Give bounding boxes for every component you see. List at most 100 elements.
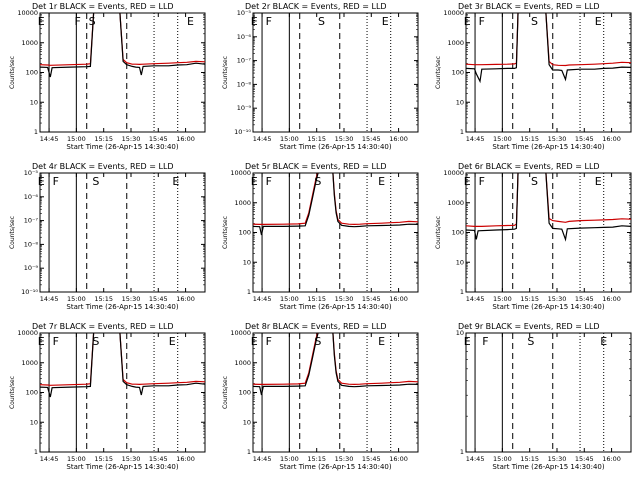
x-tick-label: 15:00 bbox=[67, 455, 86, 463]
y-tick-label: 1 bbox=[460, 448, 464, 456]
flag-marker: E bbox=[251, 335, 258, 348]
y-tick-label: 10⁻⁷ bbox=[24, 217, 39, 225]
x-tick-label: 15:45 bbox=[362, 135, 381, 143]
plot-area bbox=[466, 173, 631, 292]
x-tick-label: 15:15 bbox=[94, 295, 113, 303]
y-tick-label: 10⁻⁶ bbox=[237, 33, 252, 41]
x-tick-label: 15:15 bbox=[520, 295, 539, 303]
y-tick-label: 10 bbox=[456, 329, 464, 337]
plot-area bbox=[253, 333, 418, 452]
flag-marker: E bbox=[169, 335, 176, 348]
x-axis-label: Start Time (26-Apr-15 14:30:40) bbox=[492, 143, 604, 151]
x-tick-label: 14:45 bbox=[253, 455, 272, 463]
flag-marker: S bbox=[314, 175, 321, 188]
flag-marker: F bbox=[479, 15, 485, 28]
series-line-lld bbox=[466, 173, 631, 227]
x-tick-label: 15:15 bbox=[520, 455, 539, 463]
x-tick-label: 15:45 bbox=[362, 455, 381, 463]
x-tick-label: 14:45 bbox=[253, 295, 272, 303]
x-tick-label: 15:15 bbox=[307, 135, 326, 143]
x-tick-label: 15:15 bbox=[307, 295, 326, 303]
x-tick-label: 16:00 bbox=[602, 455, 621, 463]
chart-title: Det 9r BLACK = Events, RED = LLD bbox=[458, 322, 600, 331]
chart-panel-5: Det 5r BLACK = Events, RED = LLD 1 10 100 10… bbox=[222, 162, 419, 311]
x-tick-label: 15:30 bbox=[548, 135, 567, 143]
flag-marker: E bbox=[38, 335, 45, 348]
series-line-events bbox=[253, 333, 418, 396]
chart-panel-3: Det 3r BLACK = Events, RED = LLD 1 10 100 10… bbox=[435, 2, 632, 151]
chart-panel-4: Det 4r BLACK = Events, RED = LLD 10⁻¹⁰ 10⁻… bbox=[9, 162, 206, 311]
flag-marker: F bbox=[479, 175, 485, 188]
x-tick-label: 15:00 bbox=[67, 135, 86, 143]
x-tick-label: 14:45 bbox=[253, 135, 272, 143]
x-tick-label: 16:00 bbox=[389, 295, 408, 303]
chart-panel-6: Det 6r BLACK = Events, RED = LLD 1 10 100 10… bbox=[435, 162, 632, 311]
flag-marker: E bbox=[172, 175, 179, 188]
flag-marker: F bbox=[266, 335, 272, 348]
plot-area bbox=[40, 13, 205, 132]
y-tick-label: 1000 bbox=[234, 199, 251, 207]
flag-marker: S bbox=[318, 15, 325, 28]
y-tick-label: 10⁻¹⁰ bbox=[234, 128, 251, 136]
flag-marker: S bbox=[531, 15, 538, 28]
plot-area bbox=[474, 333, 605, 452]
y-tick-label: 1 bbox=[460, 288, 464, 296]
plot-frame bbox=[252, 172, 419, 293]
x-tick-label: 15:00 bbox=[280, 295, 299, 303]
x-axis-label: Start Time (26-Apr-15 14:30:40) bbox=[492, 463, 604, 471]
y-tick-label: 10000 bbox=[443, 169, 464, 177]
plot-area bbox=[40, 333, 205, 452]
chart-panel-8: Det 8r BLACK = Events, RED = LLD 1 10 100 10… bbox=[222, 322, 419, 471]
y-tick-label: 10⁻⁶ bbox=[24, 193, 39, 201]
y-tick-label: 10 bbox=[243, 418, 251, 426]
chart-panel-7: Det 7r BLACK = Events, RED = LLD 1 10 100 10… bbox=[9, 322, 206, 471]
chart-title: Det 4r BLACK = Events, RED = LLD bbox=[32, 162, 174, 171]
plot-frame bbox=[39, 172, 206, 293]
x-axis-label: Start Time (26-Apr-15 14:30:40) bbox=[492, 303, 604, 311]
x-tick-label: 15:15 bbox=[307, 455, 326, 463]
flag-marker: F bbox=[482, 335, 488, 348]
plot-area bbox=[261, 13, 392, 132]
x-tick-label: 15:45 bbox=[362, 295, 381, 303]
flag-marker: E bbox=[464, 335, 471, 348]
plot-area bbox=[466, 13, 631, 132]
y-tick-label: 10 bbox=[456, 258, 464, 266]
y-axis-label: Counts/sec bbox=[222, 216, 229, 249]
y-tick-label: 100 bbox=[452, 229, 464, 237]
y-axis-label: Counts/sec bbox=[9, 216, 16, 249]
series-line-events bbox=[253, 173, 418, 236]
x-tick-label: 14:45 bbox=[466, 455, 485, 463]
y-tick-label: 1000 bbox=[234, 359, 251, 367]
flag-marker: F bbox=[53, 175, 59, 188]
chart-title: Det 8r BLACK = Events, RED = LLD bbox=[245, 322, 387, 331]
plot-frame bbox=[39, 332, 206, 453]
flag-marker: F bbox=[266, 15, 272, 28]
x-tick-label: 15:30 bbox=[548, 455, 567, 463]
y-tick-label: 100 bbox=[26, 69, 38, 77]
flag-marker: S bbox=[92, 335, 99, 348]
x-axis-label: Start Time (26-Apr-15 14:30:40) bbox=[279, 303, 391, 311]
y-tick-label: 10⁻⁵ bbox=[24, 169, 39, 177]
x-tick-label: 15:45 bbox=[575, 135, 594, 143]
x-tick-label: 15:30 bbox=[335, 295, 354, 303]
y-tick-label: 10 bbox=[243, 258, 251, 266]
y-tick-label: 1000 bbox=[21, 39, 38, 47]
x-tick-label: 15:00 bbox=[493, 455, 512, 463]
x-tick-label: 16:00 bbox=[176, 455, 195, 463]
series-line-events bbox=[40, 333, 205, 398]
flag-marker: E bbox=[382, 15, 389, 28]
series-line-lld bbox=[40, 13, 205, 66]
y-tick-label: 1000 bbox=[447, 199, 464, 207]
y-tick-label: 1 bbox=[247, 288, 251, 296]
x-tick-label: 15:30 bbox=[122, 455, 141, 463]
y-tick-label: 10⁻⁷ bbox=[237, 57, 252, 65]
y-axis-label: Counts/sec bbox=[9, 56, 16, 89]
x-tick-label: 14:45 bbox=[40, 455, 59, 463]
y-tick-label: 100 bbox=[239, 229, 251, 237]
x-tick-label: 16:00 bbox=[176, 295, 195, 303]
x-tick-label: 14:45 bbox=[466, 295, 485, 303]
series-line-lld bbox=[253, 173, 418, 226]
flag-marker: S bbox=[531, 175, 538, 188]
x-tick-label: 15:45 bbox=[149, 295, 168, 303]
